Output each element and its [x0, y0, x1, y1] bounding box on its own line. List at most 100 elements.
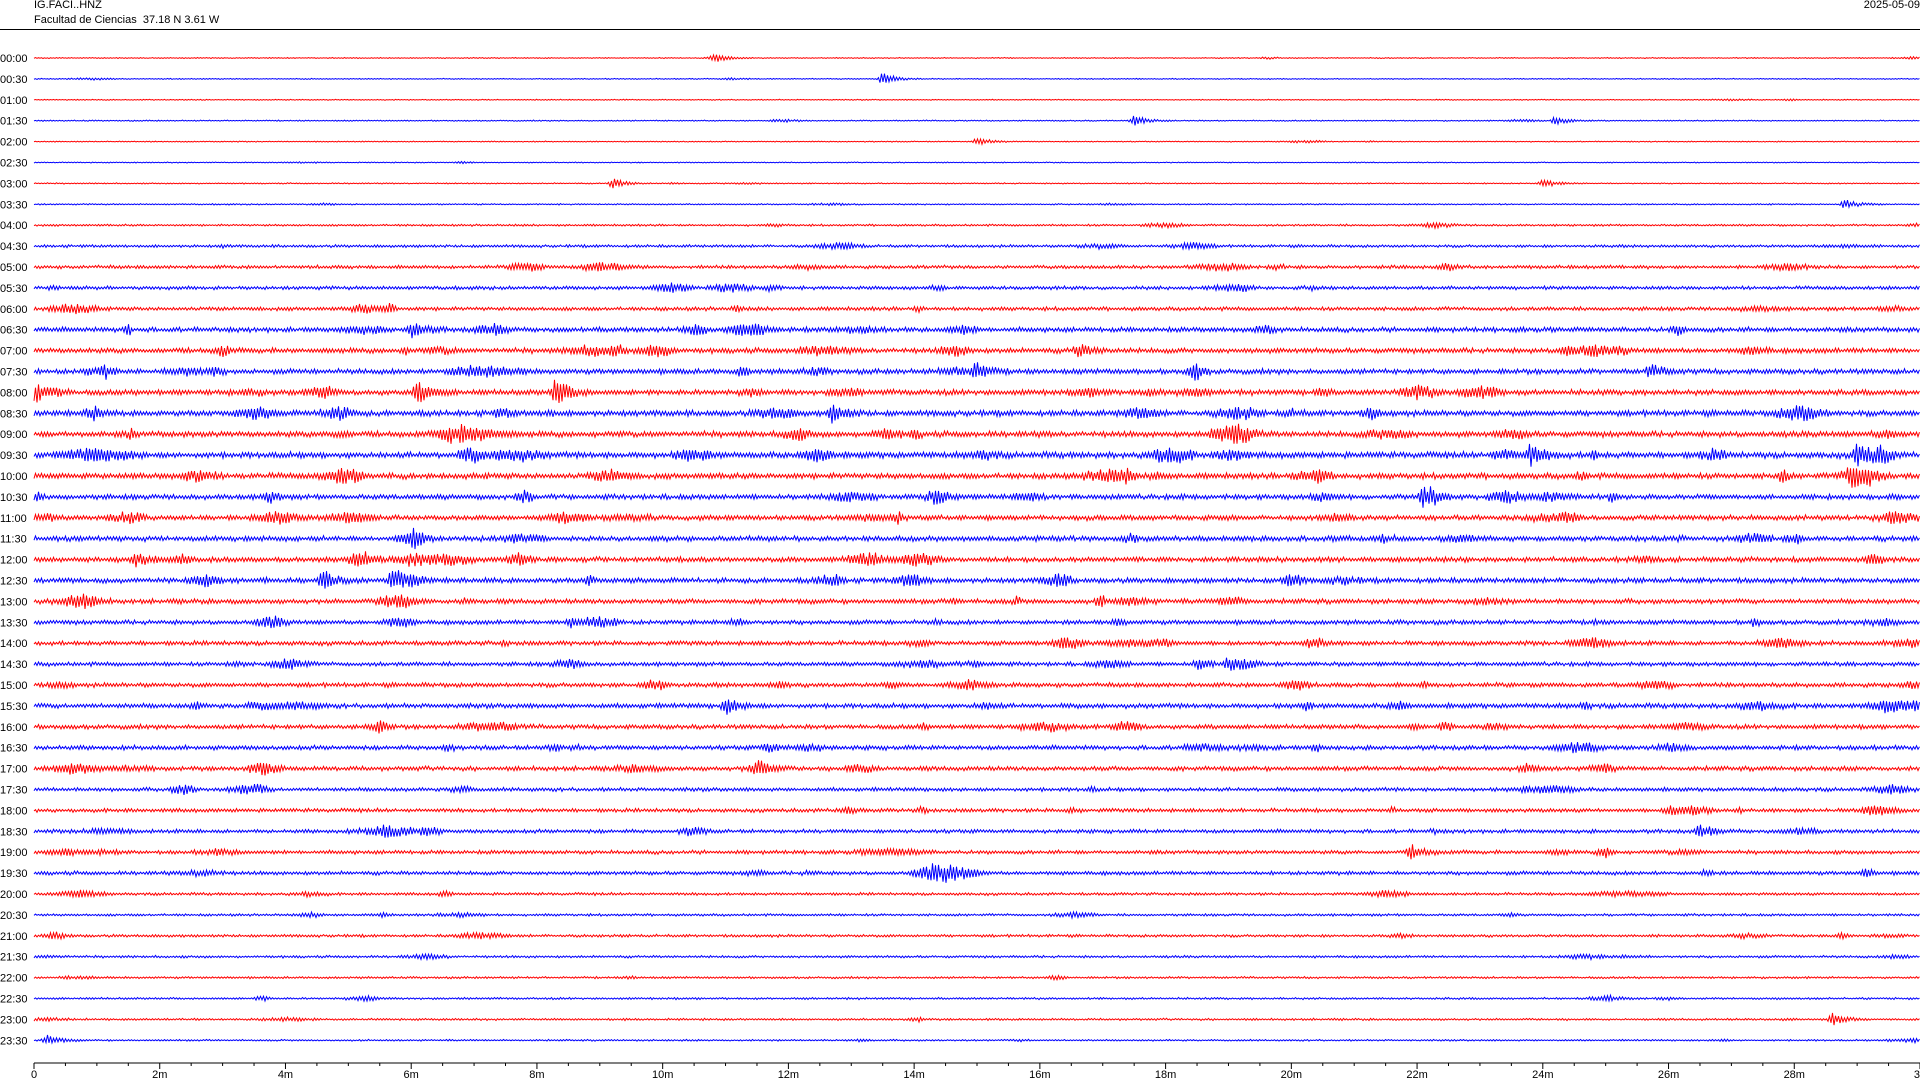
trace-line [33, 551, 1920, 568]
trace-line [33, 443, 1920, 467]
row-label: 17:00 [0, 764, 28, 776]
row-label: 05:00 [0, 262, 28, 274]
row-label: 07:30 [0, 367, 28, 379]
trace-line [33, 742, 1920, 754]
trace-line [33, 783, 1920, 796]
trace-line [33, 98, 1920, 102]
row-label: 08:00 [0, 387, 28, 399]
trace-line [33, 73, 1920, 84]
x-tick-label: 30 [1914, 1069, 1920, 1080]
row-label: 14:00 [0, 638, 28, 650]
row-label: 22:30 [0, 994, 28, 1006]
row-label: 01:30 [0, 116, 28, 128]
row-label: 18:30 [0, 826, 28, 838]
row-label: 10:00 [0, 471, 28, 483]
row-label: 13:30 [0, 617, 28, 629]
row-label: 20:30 [0, 910, 28, 922]
row-label: 09:30 [0, 450, 28, 462]
trace-line [33, 511, 1920, 525]
trace-line [33, 486, 1920, 508]
trace-line [33, 910, 1920, 920]
row-label: 04:00 [0, 220, 28, 232]
row-label: 11:00 [0, 513, 27, 525]
x-tick-label: 12m [778, 1069, 799, 1080]
row-label: 20:00 [0, 889, 28, 901]
row-label: 17:30 [0, 785, 28, 797]
x-tick-label: 22m [1406, 1069, 1427, 1080]
row-label: 13:00 [0, 596, 28, 608]
row-label: 22:00 [0, 973, 28, 985]
row-label: 06:00 [0, 304, 28, 316]
trace-line [33, 1012, 1920, 1026]
header-rule [0, 29, 1920, 30]
row-label: 08:30 [0, 408, 28, 420]
row-label: 10:30 [0, 492, 28, 504]
x-tick-label: 26m [1658, 1069, 1679, 1080]
row-label: 11:30 [0, 534, 27, 546]
trace-line [33, 178, 1920, 189]
trace-line [33, 974, 1920, 982]
trace-line [33, 699, 1920, 715]
trace-line [33, 362, 1920, 381]
trace-line [33, 760, 1920, 776]
trace-line [33, 824, 1920, 838]
trace-line [33, 993, 1920, 1003]
row-label: 05:30 [0, 283, 28, 295]
x-tick-label: 6m [404, 1069, 419, 1080]
row-label: 23:00 [0, 1014, 28, 1026]
row-label: 21:30 [0, 952, 28, 964]
trace-line [33, 423, 1920, 444]
x-tick-label: 10m [652, 1069, 673, 1080]
row-label: 16:00 [0, 722, 28, 734]
trace-line [33, 930, 1920, 941]
trace-line [33, 137, 1920, 147]
trace-line [33, 261, 1920, 273]
x-tick-label: 14m [903, 1069, 924, 1080]
trace-line [33, 160, 1920, 165]
trace-line [33, 804, 1920, 816]
x-tick-label: 24m [1532, 1069, 1553, 1080]
x-tick-label: 16m [1029, 1069, 1050, 1080]
row-label: 18:00 [0, 805, 28, 817]
date-label: 2025-05-09 [1863, 0, 1920, 11]
row-label: 15:00 [0, 680, 28, 692]
row-label: 02:30 [0, 158, 28, 170]
trace-line [33, 863, 1920, 883]
row-label: 14:30 [0, 659, 28, 671]
trace-line [33, 720, 1920, 734]
row-label: 12:00 [0, 555, 28, 567]
trace-line [33, 240, 1920, 251]
station-code: IG.FACI..HNZ [34, 0, 102, 11]
row-label: 02:00 [0, 137, 28, 149]
row-label: 19:00 [0, 847, 28, 859]
x-tick-label: 8m [529, 1069, 544, 1080]
x-tick-label: 2m [152, 1069, 167, 1080]
row-label: 21:00 [0, 931, 28, 943]
x-tick-label: 0 [31, 1069, 37, 1080]
station-description: Facultad de Ciencias 37.18 N 3.61 W [34, 14, 220, 26]
trace-line [33, 570, 1920, 589]
trace-line [33, 323, 1920, 339]
row-label: 23:30 [0, 1035, 28, 1047]
trace-line [33, 344, 1920, 358]
trace-line [33, 844, 1920, 860]
trace-line [33, 527, 1920, 550]
row-label: 00:30 [0, 74, 28, 86]
trace-line [33, 302, 1920, 315]
trace-line [33, 221, 1920, 230]
x-tick-label: 20m [1281, 1069, 1302, 1080]
trace-line [33, 657, 1920, 671]
row-label: 15:30 [0, 701, 28, 713]
row-label: 16:30 [0, 743, 28, 755]
trace-line [33, 282, 1920, 294]
trace-line [33, 115, 1920, 126]
trace-line [33, 200, 1920, 209]
trace-line [33, 637, 1920, 649]
x-tick-label: 18m [1155, 1069, 1176, 1080]
row-label: 04:30 [0, 241, 28, 253]
trace-line [33, 53, 1920, 63]
row-label: 19:30 [0, 868, 28, 880]
row-label: 03:00 [0, 178, 28, 190]
